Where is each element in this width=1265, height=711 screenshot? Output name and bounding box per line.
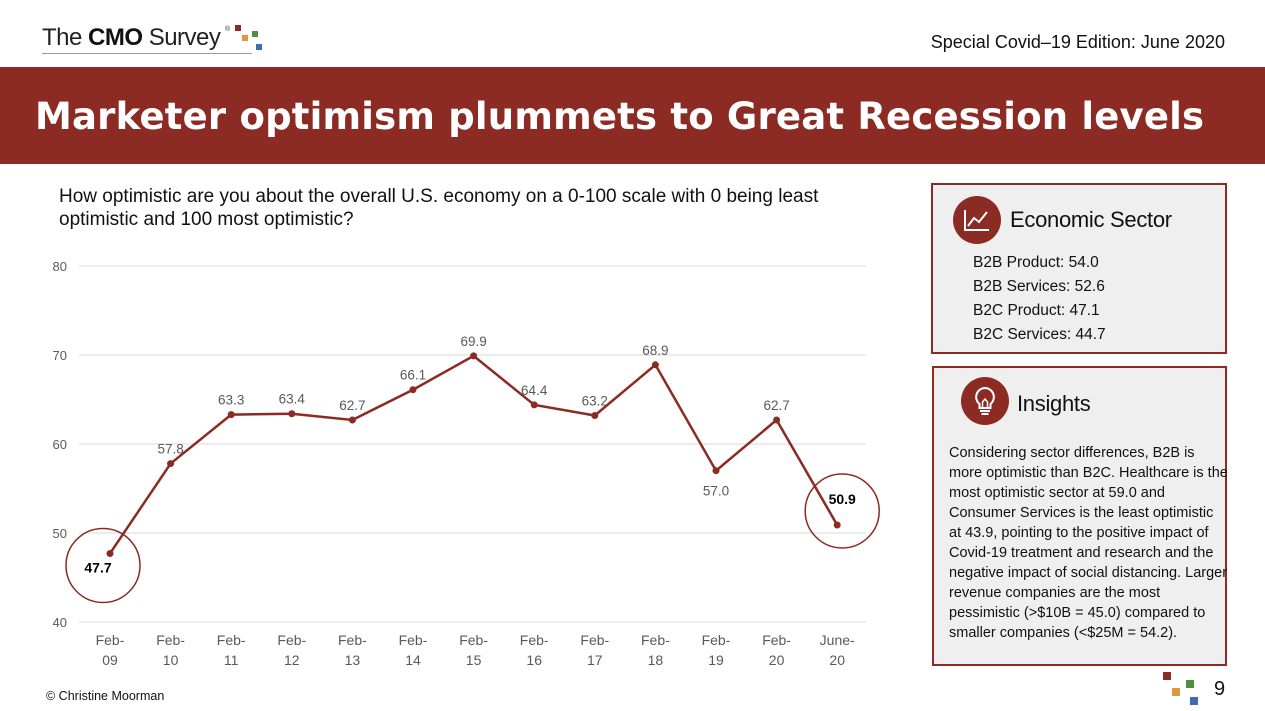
logo-square-red bbox=[235, 25, 241, 31]
economic-sector-title: Economic Sector bbox=[1010, 207, 1172, 232]
y-tick-label: 80 bbox=[53, 259, 67, 274]
sector-item: B2C Product: 47.1 bbox=[973, 302, 1100, 319]
x-tick-label: 09 bbox=[102, 652, 118, 668]
economic-sector-panel: Economic Sector B2B Product: 54.0 B2B Se… bbox=[931, 183, 1227, 354]
data-label: 57.8 bbox=[157, 442, 183, 457]
data-point bbox=[288, 410, 296, 418]
logo-wordmark: The CMO Survey bbox=[42, 24, 221, 51]
data-point bbox=[651, 361, 659, 369]
data-point bbox=[591, 412, 599, 420]
x-tick-label: 13 bbox=[345, 652, 361, 668]
survey-question: How optimistic are you about the overall… bbox=[59, 186, 819, 230]
registered-mark: ® bbox=[225, 26, 231, 33]
data-point bbox=[167, 460, 175, 468]
logo-square-blue bbox=[256, 44, 262, 50]
y-tick-label: 60 bbox=[53, 437, 67, 452]
sector-item: B2B Product: 54.0 bbox=[973, 254, 1099, 271]
footer-square-blue bbox=[1190, 697, 1198, 705]
edition-label: Special Covid–19 Edition: June 2020 bbox=[930, 32, 1225, 52]
data-label: 62.7 bbox=[763, 398, 789, 413]
sector-item: B2B Services: 52.6 bbox=[973, 278, 1105, 295]
data-point bbox=[712, 467, 720, 475]
footer-square-orange bbox=[1172, 688, 1180, 696]
data-label: 63.2 bbox=[582, 394, 608, 409]
x-tick-label: Feb- bbox=[338, 632, 367, 648]
data-point bbox=[409, 386, 417, 394]
x-tick-label: 16 bbox=[526, 652, 542, 668]
x-tick-label: Feb- bbox=[702, 632, 731, 648]
x-tick-label: Feb- bbox=[156, 632, 185, 648]
x-tick-label: 11 bbox=[224, 652, 239, 668]
page-number: 9 bbox=[1214, 678, 1226, 700]
x-tick-label: 18 bbox=[648, 652, 664, 668]
x-tick-label: 14 bbox=[405, 652, 421, 668]
cmo-survey-logo: The CMO Survey ® bbox=[42, 24, 272, 54]
copyright: © Christine Moorman bbox=[46, 689, 165, 703]
data-point bbox=[773, 416, 781, 424]
data-point bbox=[348, 416, 356, 424]
y-tick-label: 70 bbox=[53, 348, 67, 363]
x-tick-label: Feb- bbox=[217, 632, 246, 648]
data-label: 69.9 bbox=[460, 334, 486, 349]
data-point bbox=[106, 549, 114, 557]
data-point bbox=[530, 401, 538, 409]
x-tick-label: Feb- bbox=[520, 632, 549, 648]
data-label: 64.4 bbox=[521, 383, 548, 398]
title-banner: Marketer optimism plummets to Great Rece… bbox=[0, 67, 1265, 164]
optimism-line-chart: 40 50 60 70 80 Feb- 09 Feb- 10 Feb- 11 Feb- 12 Feb- 13… bbox=[53, 259, 880, 668]
data-label: 63.4 bbox=[279, 392, 306, 407]
x-tick-label: Feb- bbox=[459, 632, 488, 648]
x-tick-label: 15 bbox=[466, 652, 482, 668]
data-point bbox=[227, 411, 235, 419]
x-tick-label: 12 bbox=[284, 652, 300, 668]
x-tick-label: Feb- bbox=[580, 632, 609, 648]
footer-square-red bbox=[1163, 672, 1171, 680]
insights-text: Considering sector differences, B2B is m… bbox=[949, 445, 1228, 641]
lightbulb-icon bbox=[961, 377, 1009, 425]
data-label: 62.7 bbox=[339, 398, 365, 413]
highlight-circle bbox=[804, 473, 880, 549]
logo-square-green bbox=[252, 31, 258, 37]
x-tick-label: 17 bbox=[587, 652, 603, 668]
data-label: 47.7 bbox=[84, 559, 111, 575]
x-tick-label: 20 bbox=[829, 652, 845, 668]
highlight-circle bbox=[65, 527, 141, 604]
footer-square-green bbox=[1186, 680, 1194, 688]
insights-title: Insights bbox=[1017, 391, 1091, 416]
sector-list: B2B Product: 54.0 B2B Services: 52.6 B2C… bbox=[973, 251, 1106, 347]
y-tick-label: 50 bbox=[53, 526, 67, 541]
logo-square-orange bbox=[242, 35, 248, 41]
x-tick-label: Feb- bbox=[641, 632, 670, 648]
x-tick-label: 20 bbox=[769, 652, 785, 668]
line-chart-icon bbox=[953, 196, 1001, 244]
y-tick-label: 40 bbox=[53, 615, 67, 630]
x-tick-label: 10 bbox=[163, 652, 179, 668]
page-title: Marketer optimism plummets to Great Rece… bbox=[35, 95, 1205, 138]
data-label: 50.9 bbox=[829, 491, 856, 507]
x-tick-label: Feb- bbox=[277, 632, 306, 648]
logo-underline bbox=[42, 53, 252, 54]
x-tick-label: Feb- bbox=[96, 632, 125, 648]
x-tick-label: Feb- bbox=[762, 632, 791, 648]
x-tick-label: June- bbox=[820, 632, 855, 648]
data-point bbox=[833, 521, 841, 529]
series-line bbox=[108, 354, 839, 555]
data-label: 57.0 bbox=[703, 484, 729, 499]
insights-panel: Insights Considering sector differences,… bbox=[932, 366, 1228, 666]
x-tick-label: Feb- bbox=[399, 632, 428, 648]
data-point bbox=[470, 352, 478, 360]
sector-item: B2C Services: 44.7 bbox=[973, 326, 1106, 343]
data-label: 66.1 bbox=[400, 368, 426, 383]
data-label: 63.3 bbox=[218, 393, 244, 408]
x-tick-label: 19 bbox=[708, 652, 724, 668]
data-label: 68.9 bbox=[642, 343, 668, 358]
